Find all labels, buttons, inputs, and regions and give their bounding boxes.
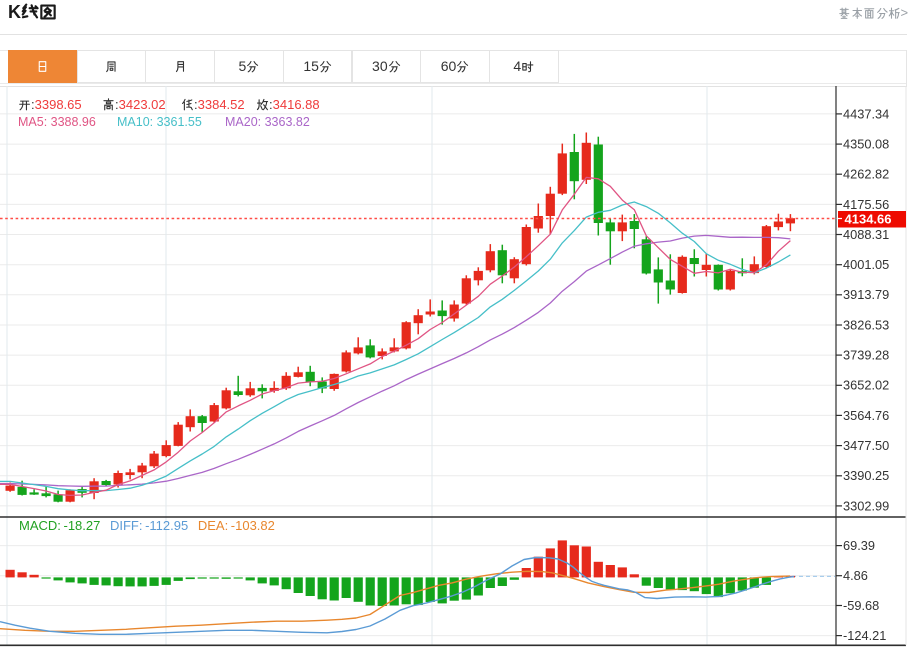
svg-text:4262.82: 4262.82	[843, 167, 889, 182]
svg-text:4134.66: 4134.66	[845, 212, 892, 227]
svg-text:-59.68: -59.68	[843, 598, 879, 613]
svg-text:3913.79: 3913.79	[843, 287, 889, 302]
svg-text:3826.53: 3826.53	[843, 317, 889, 332]
svg-text:4350.08: 4350.08	[843, 137, 889, 152]
svg-text:4.86: 4.86	[843, 568, 868, 583]
svg-text:3564.76: 3564.76	[843, 408, 889, 423]
svg-text:3652.02: 3652.02	[843, 378, 889, 393]
svg-text:3302.99: 3302.99	[843, 498, 889, 513]
svg-text:4175.56: 4175.56	[843, 197, 889, 212]
svg-text:69.39: 69.39	[843, 538, 875, 553]
svg-text:3739.28: 3739.28	[843, 348, 889, 363]
svg-text:4088.31: 4088.31	[843, 227, 889, 242]
svg-text:4001.05: 4001.05	[843, 257, 889, 272]
svg-text:4437.34: 4437.34	[843, 106, 889, 121]
svg-text:-124.21: -124.21	[843, 628, 886, 643]
svg-text:3477.50: 3477.50	[843, 438, 889, 453]
svg-text:3390.25: 3390.25	[843, 468, 889, 483]
